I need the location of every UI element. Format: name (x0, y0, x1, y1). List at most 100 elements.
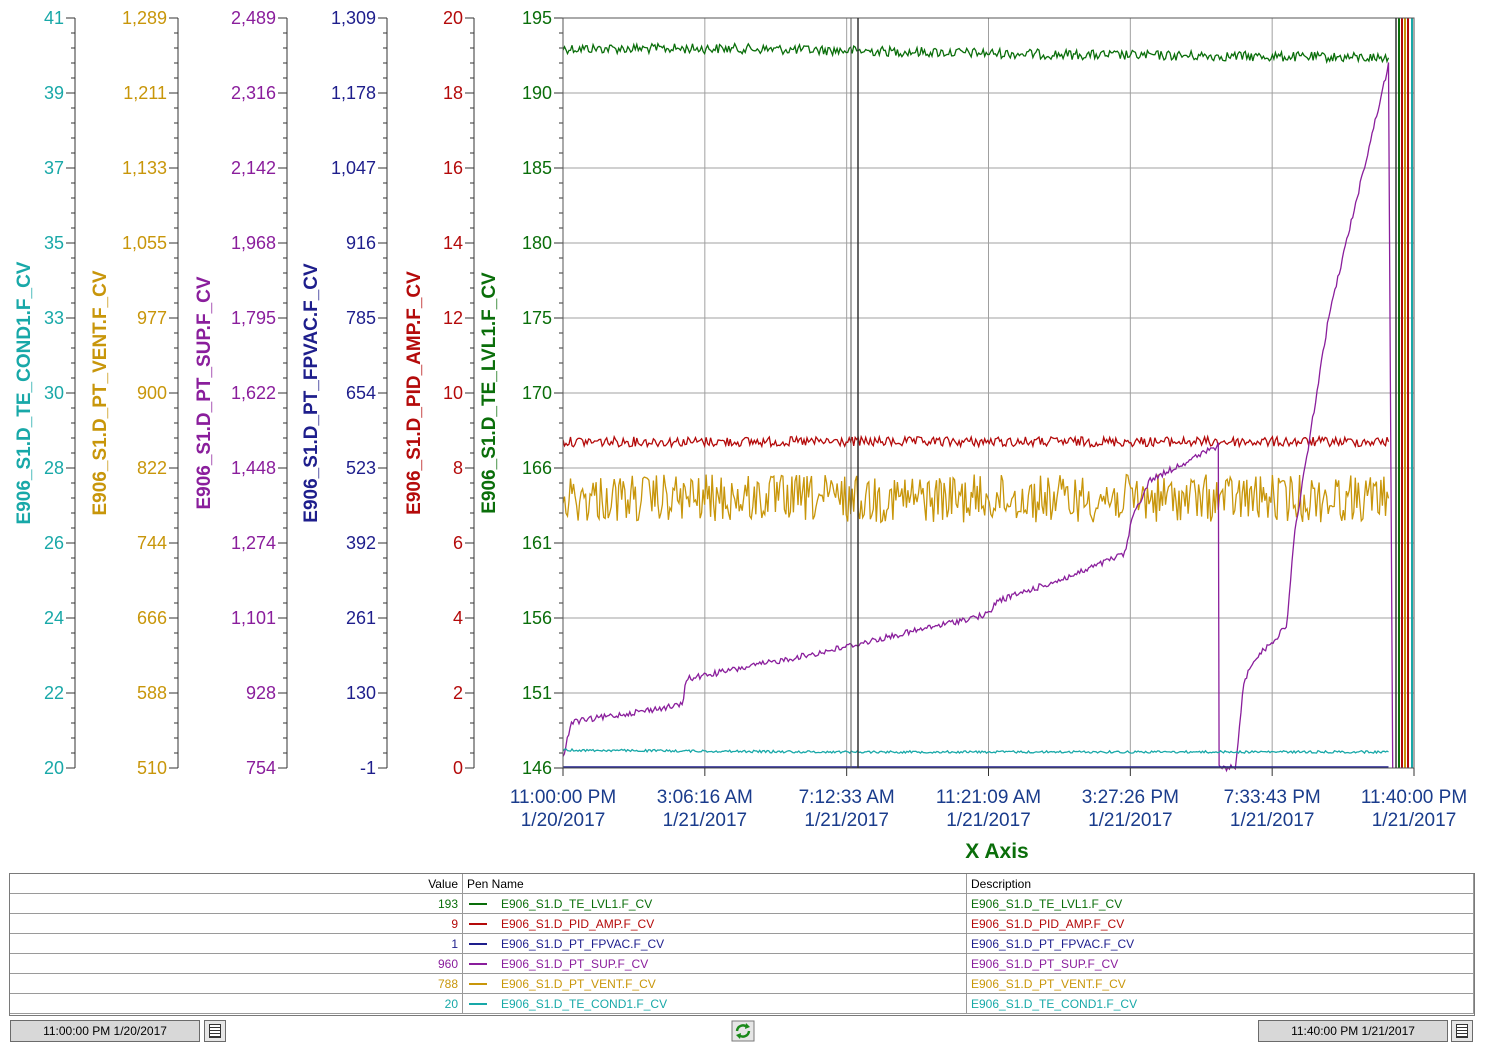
pen-row[interactable]: 193 E906_S1.D_TE_LVL1.F_CV E906_S1.D_TE_LV… (10, 893, 1474, 914)
x-tick-time: 7:12:33 AM (799, 787, 895, 808)
y-tick-label: 4 (453, 608, 463, 628)
pen-color-swatch (469, 963, 487, 966)
pen-name-cell: E906_S1.D_PT_SUP.F_CV (462, 953, 967, 974)
y-tick-label: 41 (44, 8, 64, 28)
series-line (562, 434, 1390, 449)
series-line (562, 62, 1394, 773)
pen-name: E906_S1.D_PID_AMP.F_CV (501, 916, 655, 931)
y-axis: 195 190 185 180 175 170 166 161 156 151 146 E906_S1… (479, 8, 564, 778)
pen-legend: Value Pen Name Description 193 E906_S1.D_… (9, 873, 1475, 1016)
pen-name: E906_S1.D_PT_FPVAC.F_CV (501, 936, 665, 951)
y-axis: 1,289 1,211 1,133 1,055 977 900 822 744 666 588 51… (90, 8, 179, 778)
pen-description: E906_S1.D_PT_VENT.F_CV (966, 973, 1474, 994)
x-tick-time: 11:40:00 PM (1361, 787, 1467, 808)
start-time-field[interactable]: 11:00:00 PM 1/20/2017 (10, 1020, 200, 1042)
pen-name: E906_S1.D_PT_SUP.F_CV (501, 956, 649, 971)
y-tick-label: 161 (522, 533, 552, 553)
y-tick-label: 1,309 (331, 8, 376, 28)
value-column-header[interactable]: Value (10, 874, 463, 894)
x-tick-time: 11:21:09 AM (936, 787, 1041, 808)
y-tick-label: 24 (44, 608, 64, 628)
y-tick-label: 900 (137, 383, 167, 403)
y-tick-label: 156 (522, 608, 552, 628)
x-tick-date: 1/21/2017 (804, 810, 889, 831)
pen-value: 9 (10, 913, 463, 934)
calendar-icon (1456, 1024, 1468, 1038)
y-tick-label: 1,101 (231, 608, 276, 628)
y-tick-label: 392 (346, 533, 376, 553)
y-tick-label: 1,968 (231, 233, 276, 253)
y-tick-label: 185 (522, 158, 552, 178)
y-tick-label: 588 (137, 683, 167, 703)
y-axis-name: E906_S1.D_PID_AMP.F_CV (404, 271, 425, 515)
y-tick-label: 2,489 (231, 8, 276, 28)
x-tick-time: 3:06:16 AM (657, 787, 753, 808)
pen-value: 788 (10, 973, 463, 994)
x-tick-date: 1/21/2017 (946, 810, 1031, 831)
plot-area[interactable] (562, 17, 1415, 773)
y-tick-label: 1,047 (331, 158, 376, 178)
pen-row[interactable]: 960 E906_S1.D_PT_SUP.F_CV E906_S1.D_PT_SUP… (10, 953, 1474, 974)
description-column-header[interactable]: Description (966, 874, 1474, 894)
x-tick-date: 1/21/2017 (1088, 810, 1173, 831)
y-tick-label: 1,289 (122, 8, 167, 28)
pen-name-cell: E906_S1.D_PID_AMP.F_CV (462, 913, 967, 934)
end-time-field[interactable]: 11:40:00 PM 1/21/2017 (1258, 1020, 1448, 1042)
y-tick-label: 14 (443, 233, 463, 253)
y-tick-label: 2,142 (231, 158, 276, 178)
y-tick-label: 39 (44, 83, 64, 103)
pen-row[interactable]: 9 E906_S1.D_PID_AMP.F_CV E906_S1.D_PID_AMP… (10, 913, 1474, 934)
pen-row[interactable]: 1 E906_S1.D_PT_FPVAC.F_CV E906_S1.D_PT_FPV… (10, 933, 1474, 954)
y-tick-label: 2 (453, 683, 463, 703)
trend-chart[interactable]: 4139373533302826242220E906_S1.D_TE_COND1… (0, 0, 1486, 870)
pen-color-swatch (469, 923, 487, 926)
y-tick-label: -1 (360, 758, 376, 778)
y-axes: 4139373533302826242220E906_S1.D_TE_COND1… (14, 8, 564, 778)
series-line (562, 41, 1390, 65)
y-tick-label: 1,055 (122, 233, 167, 253)
pen-description: E906_S1.D_TE_LVL1.F_CV (966, 893, 1474, 914)
pen-description: E906_S1.D_PT_SUP.F_CV (966, 953, 1474, 974)
y-tick-label: 1,178 (331, 83, 376, 103)
y-tick-label: 822 (137, 458, 167, 478)
y-axis: 2,489 2,316 2,142 1,968 1,795 1,622 1,448 1,274… (194, 8, 288, 778)
y-tick-label: 0 (453, 758, 463, 778)
y-tick-label: 195 (522, 8, 552, 28)
y-tick-label: 916 (346, 233, 376, 253)
pen-color-swatch (469, 903, 487, 906)
pen-row[interactable]: 788 E906_S1.D_PT_VENT.F_CV E906_S1.D_PT_VE… (10, 973, 1474, 994)
y-axis: 41 39 37 35 33 30 28 26 24 22 20 E906_S1.D_TE_COND1… (14, 8, 76, 778)
end-calendar-button[interactable] (1451, 1020, 1473, 1042)
calendar-icon (209, 1024, 221, 1038)
y-tick-label: 12 (443, 308, 463, 328)
y-tick-label: 928 (246, 683, 276, 703)
y-tick-label: 1,274 (231, 533, 276, 553)
y-tick-label: 510 (137, 758, 167, 778)
pen-name-cell: E906_S1.D_TE_COND1.F_CV (462, 993, 967, 1014)
pen-row[interactable]: 20 E906_S1.D_TE_COND1.F_CV E906_S1.D_TE_CO… (10, 993, 1474, 1014)
refresh-button[interactable] (731, 1020, 755, 1042)
time-cursor[interactable] (850, 18, 1397, 768)
pen-name-cell: E906_S1.D_TE_LVL1.F_CV (462, 893, 967, 914)
x-tick-date: 1/20/2017 (521, 810, 606, 831)
pen-value: 1 (10, 933, 463, 954)
pen-value: 960 (10, 953, 463, 974)
y-tick-label: 30 (44, 383, 64, 403)
y-tick-label: 10 (443, 383, 463, 403)
pen-description: E906_S1.D_PID_AMP.F_CV (966, 913, 1474, 934)
y-tick-label: 261 (346, 608, 376, 628)
y-axis: 1,309 1,178 1,047 916 785 654 523 392 261 130 -1 E9… (301, 8, 388, 778)
pen-name-column-header[interactable]: Pen Name (462, 874, 967, 894)
y-tick-label: 146 (522, 758, 552, 778)
start-calendar-button[interactable] (204, 1020, 226, 1042)
y-tick-label: 744 (137, 533, 167, 553)
y-tick-label: 666 (137, 608, 167, 628)
y-tick-label: 20 (443, 8, 463, 28)
y-tick-label: 22 (44, 683, 64, 703)
y-tick-label: 1,133 (122, 158, 167, 178)
y-tick-label: 26 (44, 533, 64, 553)
y-tick-label: 175 (522, 308, 552, 328)
y-tick-label: 18 (443, 83, 463, 103)
